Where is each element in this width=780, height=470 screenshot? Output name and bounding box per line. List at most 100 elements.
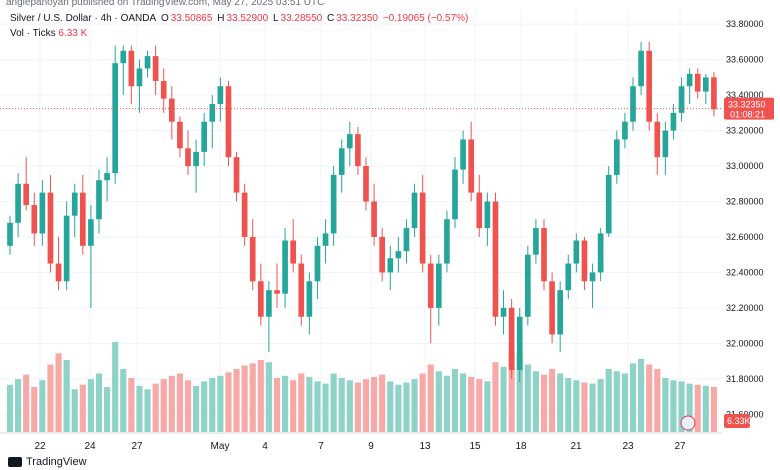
volume-bar [112, 342, 119, 432]
x-tick-label: 13 [419, 441, 431, 452]
candle-body [444, 219, 450, 264]
x-tick-label: 4 [262, 441, 268, 452]
volume-bar [654, 369, 661, 432]
candle-body [233, 157, 240, 193]
volume-bar [403, 382, 410, 432]
candle-body [225, 86, 232, 158]
candle-body [622, 121, 628, 140]
volume-bar [597, 379, 604, 432]
volume-label: Vol · Ticks [10, 28, 56, 39]
candle-body [516, 316, 523, 370]
volume-bar [621, 373, 628, 432]
volume-bar [702, 385, 709, 432]
event-badge-icon[interactable] [680, 415, 696, 431]
y-tick-label: 33.20000 [726, 126, 764, 136]
candle-body [193, 151, 199, 167]
candle-body [541, 228, 547, 282]
candle-body [573, 240, 580, 264]
volume-bar [605, 369, 612, 432]
candle-body [257, 281, 264, 317]
close-label: C [327, 13, 335, 24]
volume-bar [411, 379, 418, 432]
candle-body [500, 307, 507, 317]
volume-bar [265, 362, 272, 432]
candle-body [71, 192, 78, 216]
candle-body [274, 290, 280, 294]
volume-bar [322, 383, 329, 432]
candle-body [508, 307, 515, 370]
volume-bar [55, 353, 62, 432]
price-tag-countdown: 01:08:21 [730, 110, 765, 120]
published-line: angiepanoyan published on TradingView.co… [6, 0, 325, 8]
candle-body [419, 192, 426, 264]
candle-body [702, 77, 709, 92]
candle-body [152, 56, 159, 81]
candle-body [460, 139, 466, 170]
volume-bar [152, 383, 159, 432]
tradingview-logo-icon [8, 457, 22, 467]
x-tick-label: 27 [131, 441, 143, 452]
candle-body [694, 73, 701, 92]
volume-bar [168, 375, 175, 432]
volume-bar [184, 380, 192, 432]
volume-bar [63, 360, 70, 432]
volume-bar [451, 369, 459, 432]
volume-bar [201, 381, 208, 432]
candle-body [55, 263, 62, 282]
candle-body [7, 222, 13, 246]
volume-bar [290, 380, 297, 432]
volume-bar [508, 351, 515, 432]
volume-bar [249, 363, 256, 432]
candle-body [346, 134, 353, 149]
volume-bar [314, 381, 321, 432]
volume-bar [39, 380, 46, 432]
volume-bar [516, 354, 523, 432]
volume-bar [427, 364, 434, 432]
change-value: −0.19065 (−0.57%) [382, 13, 469, 24]
candle-body [589, 272, 596, 282]
volume-bar [670, 380, 677, 432]
candle-body [136, 68, 143, 87]
candle-body [144, 56, 151, 69]
candle-body [403, 228, 410, 252]
volume-bar [557, 373, 564, 432]
volume-bar [104, 387, 111, 432]
volume-bar [379, 374, 386, 432]
y-tick-label: 32.20000 [726, 303, 764, 313]
volume-bar [128, 378, 135, 432]
price-tag-value: 33.32350 [728, 100, 766, 110]
volume-bar [662, 378, 669, 432]
volume-bar [71, 389, 78, 432]
candle-body [168, 98, 175, 122]
volume-bar [387, 381, 394, 432]
candle-body [363, 166, 369, 202]
volume-bar [23, 374, 30, 432]
volume-bar [241, 365, 248, 432]
candle-body [338, 148, 345, 175]
volume-bar [273, 378, 281, 432]
candle-body [63, 215, 70, 282]
candle-body [23, 183, 30, 206]
candle-body [79, 192, 86, 246]
candle-body [371, 201, 377, 237]
volume-bar [371, 376, 378, 432]
candle-body [484, 201, 491, 229]
y-tick-label: 33.40000 [726, 90, 764, 100]
candle-body [201, 121, 208, 152]
candle-body [452, 169, 458, 220]
volume-bar [524, 364, 531, 432]
candle-body [533, 228, 539, 255]
y-tick-label: 32.40000 [726, 267, 764, 277]
x-tick-label: 7 [318, 441, 324, 452]
volume-value: 6.33 K [58, 28, 88, 39]
volume-bar [710, 387, 717, 432]
x-tick-label: 24 [84, 441, 96, 452]
candle-body [355, 134, 361, 167]
candle-body [306, 281, 313, 317]
candle-body [15, 183, 21, 223]
candle-body [104, 173, 110, 181]
volume-bar [443, 375, 450, 432]
candle-body [249, 236, 256, 282]
candle-body [630, 86, 636, 122]
